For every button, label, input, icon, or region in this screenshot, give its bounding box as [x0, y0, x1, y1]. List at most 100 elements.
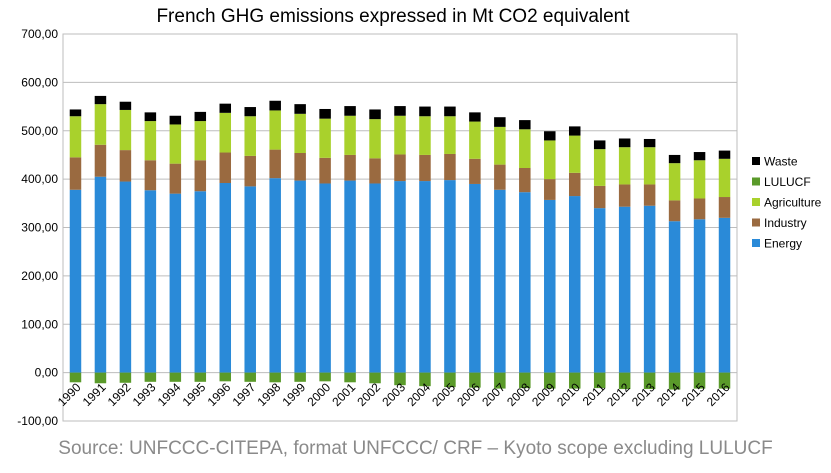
y-tick-label: 700,00	[21, 27, 58, 41]
bar-industry-1997	[244, 155, 256, 187]
y-tick-label: 100,00	[21, 317, 58, 331]
bar-energy-2016	[718, 217, 731, 373]
bar-waste-1995	[194, 111, 207, 122]
bar-waste-2000	[319, 108, 331, 119]
y-tick-label: 500,00	[21, 124, 58, 138]
x-axis-tick-labels: 1990199119921993199419951996199719981999…	[55, 380, 733, 409]
bar-energy-1999	[294, 180, 306, 373]
bar-energy-1994	[169, 193, 182, 373]
bar-energy-1993	[144, 190, 157, 373]
bar-agriculture-2003	[394, 115, 406, 155]
bar-agriculture-2015	[693, 160, 706, 199]
bar-agriculture-2009	[544, 140, 556, 180]
bar-energy-2003	[394, 181, 406, 373]
bar-waste-1991	[94, 95, 107, 105]
bar-lulucf-2012	[618, 372, 631, 390]
bar-agriculture-1997	[244, 116, 256, 156]
bar-agriculture-2000	[319, 118, 331, 158]
bar-industry-1996	[219, 152, 232, 183]
bar-agriculture-1993	[144, 121, 157, 161]
bar-lulucf-2014	[668, 372, 681, 390]
bar-lulucf-2010	[568, 372, 581, 389]
bar-industry-2000	[319, 157, 331, 184]
bar-industry-2016	[718, 197, 731, 218]
bar-waste-2002	[369, 109, 381, 120]
y-axis-tick-labels: -100,00 0,00 100,00 200,00 300,00 400,00 500,0…	[17, 27, 58, 428]
bar-energy-2006	[469, 183, 481, 373]
bar-waste-2008	[519, 120, 531, 130]
legend-swatch-lulucf	[752, 177, 760, 186]
bar-energy-1990	[69, 189, 82, 373]
bar-lulucf-2002	[369, 372, 381, 384]
bar-lulucf-1996	[219, 372, 232, 382]
bar-industry-2010	[568, 172, 581, 197]
bar-lulucf-1995	[194, 372, 207, 382]
bar-waste-2014	[668, 154, 681, 164]
legend-swatch-agriculture	[752, 198, 760, 206]
x-tick-label: 1997	[230, 380, 259, 409]
bar-agriculture-2008	[519, 129, 531, 168]
y-tick-label: -100,00	[17, 414, 58, 428]
bar-lulucf-2003	[394, 372, 406, 386]
bar-industry-2008	[519, 167, 531, 193]
bar-energy-2008	[519, 192, 531, 373]
legend: Waste LULUCF Agriculture Industry Energy	[752, 155, 822, 251]
bar-energy-1998	[269, 178, 281, 373]
bar-industry-1994	[169, 163, 182, 194]
bar-industry-2015	[693, 198, 706, 220]
bar-industry-1998	[269, 149, 281, 179]
bar-energy-2011	[593, 208, 606, 373]
bar-lulucf-1990	[69, 372, 82, 383]
bar-waste-1990	[69, 109, 82, 117]
bar-lulucf-2015	[693, 372, 706, 389]
bar-energy-1997	[244, 186, 256, 373]
bar-agriculture-2005	[444, 116, 456, 154]
bar-industry-2012	[618, 184, 631, 207]
bar-energy-1996	[219, 182, 232, 373]
bar-energy-2013	[643, 205, 656, 373]
bar-lulucf-1991	[94, 372, 107, 384]
bar-industry-1991	[94, 144, 107, 177]
bar-agriculture-2014	[668, 163, 681, 201]
x-tick-label: 1999	[279, 380, 308, 409]
x-tick-label: 1996	[205, 380, 234, 409]
bar-agriculture-2010	[568, 135, 581, 173]
bar-agriculture-2001	[344, 115, 356, 155]
bar-agriculture-2012	[618, 147, 631, 185]
y-tick-label: 0,00	[35, 366, 59, 380]
x-tick-label: 1993	[130, 380, 159, 409]
bar-lulucf-1999	[294, 372, 306, 382]
bar-industry-2009	[544, 179, 556, 200]
source-caption: Source: UNFCCC-CITEPA, format UNFCCC/ CR…	[58, 438, 773, 459]
bar-waste-2001	[344, 106, 356, 116]
y-tick-label: 600,00	[21, 75, 58, 89]
bar-agriculture-1996	[219, 112, 232, 153]
bar-lulucf-2013	[643, 372, 656, 390]
bar-energy-2007	[494, 189, 506, 373]
bar-waste-2015	[693, 152, 706, 161]
bar-waste-2005	[444, 106, 456, 117]
bar-agriculture-1998	[269, 110, 281, 150]
x-tick-label: 2002	[354, 380, 383, 409]
x-tick-label: 1992	[105, 380, 134, 409]
bar-industry-2004	[419, 154, 431, 182]
bar-lulucf-1993	[144, 372, 157, 382]
bar-industry-1999	[294, 153, 306, 181]
bar-energy-2015	[693, 219, 706, 373]
bar-lulucf-2008	[519, 372, 531, 389]
bar-industry-1993	[144, 160, 157, 191]
bar-waste-2016	[718, 150, 731, 159]
bar-industry-2006	[469, 158, 481, 184]
bar-lulucf-2007	[494, 372, 506, 389]
x-tick-label: 1991	[80, 380, 109, 409]
legend-swatch-waste	[752, 157, 760, 165]
bar-industry-1990	[69, 157, 82, 190]
bar-agriculture-2006	[469, 121, 481, 159]
bar-energy-1992	[119, 181, 132, 373]
bar-waste-1994	[169, 115, 182, 125]
bar-waste-1998	[269, 100, 281, 111]
bar-lulucf-2011	[593, 372, 606, 389]
bar-waste-2010	[568, 126, 581, 136]
bar-lulucf-2005	[444, 372, 456, 388]
